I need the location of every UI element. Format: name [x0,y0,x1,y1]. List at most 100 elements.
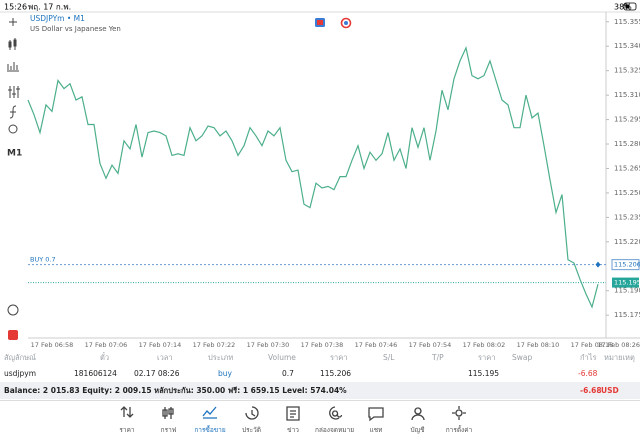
trade-tool[interactable] [7,304,19,316]
nav-label: ราคา [119,426,135,434]
status-date: พฤ. 17 ก.พ. [28,3,71,12]
open-time: 02.17 08:26 [134,369,180,378]
nav-icon [202,406,217,419]
y-tick-label: 115.220 [614,238,640,246]
y-tick-label: 115.280 [614,140,640,148]
chart-title: USDJPYm • M1 [30,14,85,23]
nav-label: การซื้อขาย [194,426,226,434]
nav-label: บัญชี [410,426,425,434]
ticket: 181606124 [74,369,117,378]
nav-label: แชท [369,426,383,434]
nav-icon [452,406,466,420]
chart-area: 15:26 พฤ. 17 ก.พ. 38% M1 USDJPYm • M1 US… [0,2,640,349]
x-tick-label: 17 Feb 07:30 [247,341,290,349]
buy-marker [595,261,601,268]
nav-label: ประวัติ [242,426,261,434]
currency: USD [601,386,619,395]
nav-icon [368,407,384,422]
x-tick-label: 17 Feb 06:58 [31,341,74,349]
col-header: ราคา [330,353,348,362]
nav-icon [244,406,259,420]
x-tick-label: 17 Feb 07:14 [139,341,182,349]
col-header: สัญลักษณ์ [4,353,37,362]
account-summary: Balance: 2 015.83 Equity: 2 009.15 หลักป… [4,386,347,395]
x-tick-label: 17 Feb 07:22 [193,341,236,349]
y-tick-label: 115.190 [614,287,640,295]
nav-border [0,400,640,401]
y-tick-label: 115.340 [614,42,640,50]
objects-tool[interactable] [8,124,18,134]
y-tick-label: 115.310 [614,91,640,99]
nav-item[interactable]: การซื้อขาย [180,404,240,435]
one-click-icon-inner [317,20,323,25]
col-header: ประเภท [208,353,234,362]
profit: -6.68 [578,369,598,378]
current-price: 115.195 [468,369,500,378]
crosshair-tool[interactable] [9,18,17,26]
y-tick-label: 115.325 [614,67,640,75]
nav-item[interactable]: ประวัติ [222,404,282,435]
signal-icon-inner [344,21,348,25]
nav-item[interactable]: ข่าว [263,404,323,435]
x-tick-label: 17 Feb 07:54 [409,341,452,349]
left-toolbar[interactable] [7,18,20,316]
x-tick-label: 17 Feb 07:06 [85,341,128,349]
col-header: ราคา [478,353,496,362]
x-tick-label: 17 Feb 07:46 [355,341,398,349]
symbol[interactable]: usdjpym [4,369,37,378]
nav-item[interactable]: บัญชี [388,404,448,435]
quick-trade-icon[interactable] [8,330,18,340]
bid-price-label: 115.195 [614,279,640,287]
battery-level [625,4,630,9]
indicators-tool[interactable] [7,62,19,72]
nav-icon [161,407,174,419]
buy-price-box [611,259,640,271]
y-tick-label: 115.265 [614,164,640,172]
nav-icon [328,406,342,420]
col-header: Swap [512,353,533,362]
x-tick-label: 17 Feb 08:26 [597,341,640,349]
volume: 0.7 [282,369,294,378]
settings-tool[interactable] [8,86,20,98]
function-tool[interactable] [9,105,17,119]
nav-item[interactable]: ราคา [97,404,157,435]
col-header: T/P [432,353,444,362]
chart-type-tool[interactable] [8,38,17,50]
status-battery: 38% [614,3,632,12]
battery-icon [623,2,637,11]
col-header: S/L [383,353,395,362]
col-header: กำไร [580,353,597,362]
nav-item[interactable]: แชท [346,404,406,435]
buy-line-label: BUY 0.7 [30,256,56,264]
timeframe[interactable]: M1 [7,149,22,159]
nav-label: กล่องจดหมาย [314,426,355,434]
bid-price-box [612,277,639,288]
y-tick-label: 115.175 [614,311,640,319]
x-tick-label: 17 Feb 08:18 [571,341,614,349]
status-time: 15:26 [4,3,27,12]
chart-subtitle: US Dollar vs Japanese Yen [30,25,121,33]
x-tick-label: 17 Feb 08:10 [517,341,560,349]
col-header: หมายเหตุ [604,353,635,362]
nav-label: กราฟ [160,426,177,434]
col-header: ตั๋ว [100,353,110,362]
price-line [27,46,599,309]
nav-label: ข่าว [287,426,299,434]
x-tick-label: 17 Feb 08:02 [463,341,506,349]
y-tick-label: 115.250 [614,189,640,197]
signal-icon[interactable] [340,17,352,29]
buy-price-label: 115.206 [614,261,640,269]
y-tick-label: 115.355 [614,18,640,26]
nav-label: การตั้งค่า [445,426,473,434]
y-tick-label: 115.295 [614,116,640,124]
nav-item[interactable]: กราฟ [139,404,199,435]
nav-item[interactable]: การตั้งค่า [429,404,489,435]
nav-icon [120,406,134,418]
account-bar [0,382,640,399]
x-tick-label: 17 Feb 07:38 [301,341,344,349]
nav-item[interactable]: กล่องจดหมาย [305,404,365,435]
nav-icon [286,406,300,421]
col-header: Volume [268,353,296,362]
nav-icon [410,407,425,421]
